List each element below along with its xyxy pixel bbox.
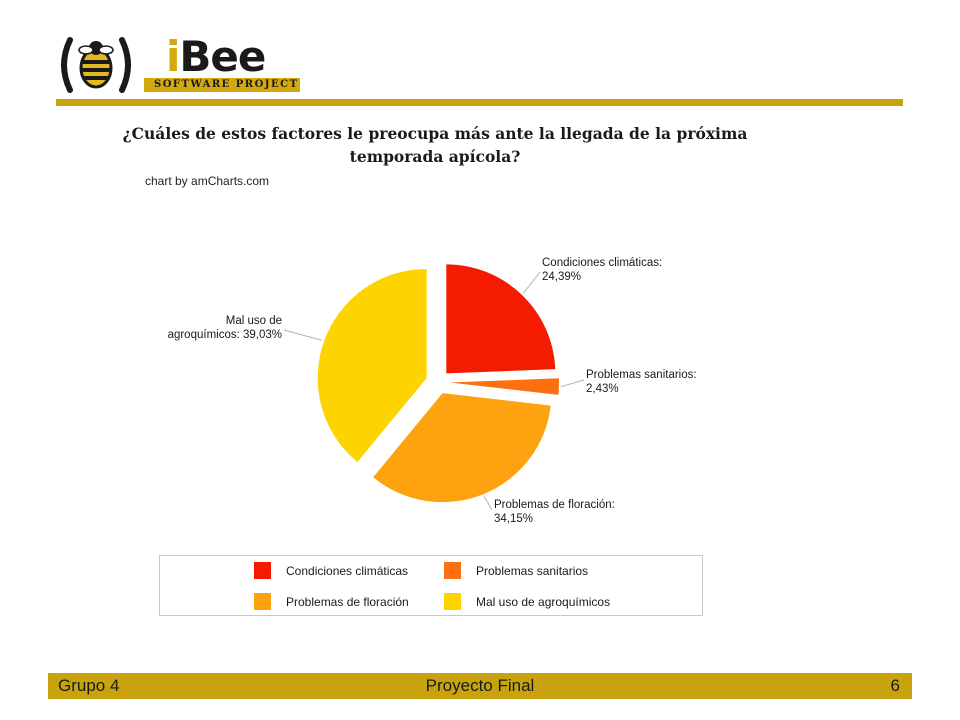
pie-slice-1 — [449, 378, 559, 395]
chart-title: ¿Cuáles de estos factores le preocupa má… — [122, 124, 748, 166]
pie-label-3: Mal uso de agroquímicos: 39,03% — [168, 315, 282, 341]
pie-slice-2 — [373, 393, 551, 503]
pie-leader-3 — [283, 329, 323, 341]
pie-leader-2 — [483, 495, 493, 511]
header-rule — [56, 99, 903, 106]
pie-slice-0 — [446, 264, 556, 374]
legend-swatch-3 — [444, 593, 461, 610]
footer-group: Grupo 4 — [58, 676, 120, 695]
slide-footer: Grupo 4 Proyecto Final 6 — [48, 673, 912, 699]
legend-swatch-2 — [254, 593, 271, 610]
logo-band — [144, 78, 300, 92]
footer-page-number: 6 — [890, 676, 900, 695]
chart-credit: chart by amCharts.com — [145, 174, 270, 188]
logo-subtitle: SOFTWARE PROJECT — [154, 79, 299, 90]
logo-wordmark: iBee — [166, 32, 266, 81]
footer-title: Proyecto Final — [425, 676, 535, 695]
legend-swatch-0 — [254, 562, 271, 579]
legend-label-3: Mal uso de agroquímicos — [476, 595, 611, 609]
pie-leader-0 — [522, 271, 541, 294]
chart-legend: Condiciones climáticas Problemas sanitar… — [159, 555, 703, 616]
bee-icon — [61, 37, 131, 93]
pie-label-1: Problemas sanitarios: 2,43% — [586, 369, 697, 395]
pie-leader-1 — [560, 379, 585, 388]
pie-label-2: Problemas de floración: 34,15% — [494, 499, 615, 525]
legend-label-1: Problemas sanitarios — [476, 564, 589, 578]
pie-slice-3 — [317, 268, 427, 463]
legend-label-2: Problemas de floración — [286, 595, 409, 609]
legend-swatch-1 — [444, 562, 461, 579]
pie-label-0: Condiciones climáticas: 24,39% — [542, 257, 662, 283]
legend-label-0: Condiciones climáticas — [286, 564, 409, 578]
ibee-logo: iBee SOFTWARE PROJECT — [56, 30, 306, 100]
